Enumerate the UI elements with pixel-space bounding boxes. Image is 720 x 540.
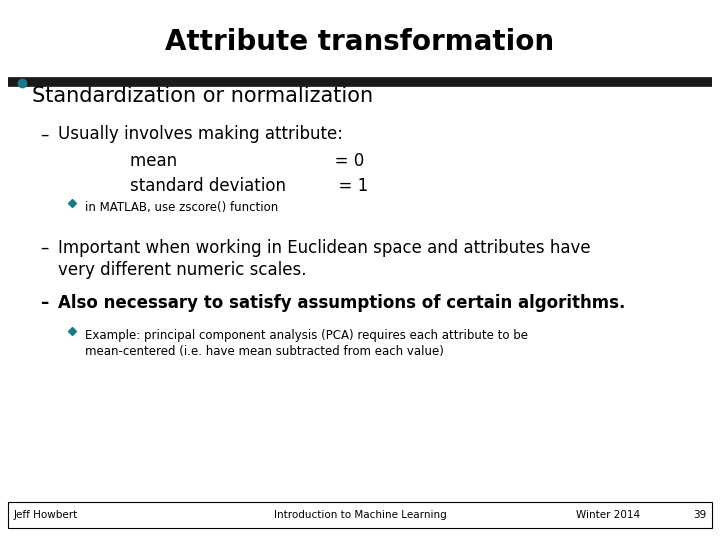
Text: –: – xyxy=(40,125,48,143)
Text: standard deviation          = 1: standard deviation = 1 xyxy=(130,177,368,195)
Text: –: – xyxy=(40,294,48,312)
Text: Standardization or normalization: Standardization or normalization xyxy=(32,86,373,106)
Text: Jeff Howbert: Jeff Howbert xyxy=(14,510,78,520)
Text: in MATLAB, use zscore() function: in MATLAB, use zscore() function xyxy=(85,201,278,214)
Text: Winter 2014: Winter 2014 xyxy=(576,510,640,520)
Text: Example: principal component analysis (PCA) requires each attribute to be
mean-c: Example: principal component analysis (P… xyxy=(85,329,528,359)
Text: Also necessary to satisfy assumptions of certain algorithms.: Also necessary to satisfy assumptions of… xyxy=(58,294,626,312)
Text: Usually involves making attribute:: Usually involves making attribute: xyxy=(58,125,343,143)
Text: 39: 39 xyxy=(693,510,706,520)
Text: Important when working in Euclidean space and attributes have
very different num: Important when working in Euclidean spac… xyxy=(58,239,590,279)
Bar xyxy=(8,502,712,528)
Text: mean                              = 0: mean = 0 xyxy=(130,152,364,170)
Text: –: – xyxy=(40,239,48,256)
Text: Introduction to Machine Learning: Introduction to Machine Learning xyxy=(274,510,446,520)
Text: Attribute transformation: Attribute transformation xyxy=(166,28,554,56)
